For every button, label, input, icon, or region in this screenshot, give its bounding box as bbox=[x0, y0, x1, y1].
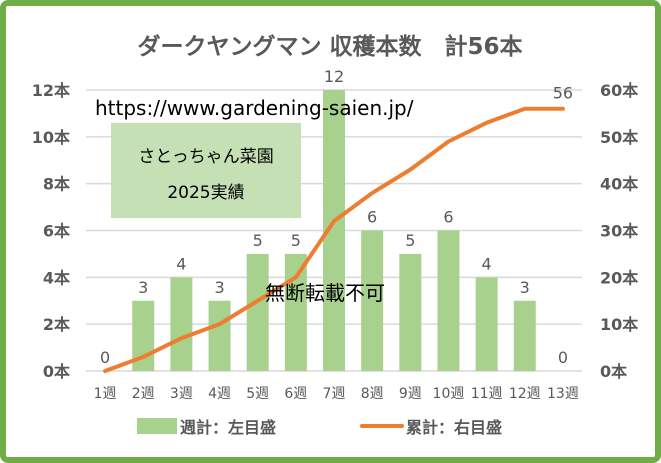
bar-data-label: 4 bbox=[482, 254, 492, 273]
bar bbox=[323, 90, 345, 371]
right-tick-label: 40本 bbox=[600, 175, 638, 194]
bar bbox=[208, 300, 231, 371]
category-label: 2週 bbox=[132, 386, 155, 402]
right-tick-label: 20本 bbox=[600, 268, 638, 287]
bar-data-label: 3 bbox=[214, 278, 224, 297]
legend-bar-label: 週計：左目盛 bbox=[180, 418, 276, 437]
right-tick-label: 10本 bbox=[600, 315, 638, 334]
category-label: 5週 bbox=[246, 386, 269, 402]
bar bbox=[475, 277, 498, 371]
left-tick-label: 8本 bbox=[43, 175, 70, 194]
bar bbox=[284, 253, 307, 371]
bar-data-label: 6 bbox=[443, 208, 453, 227]
info-box bbox=[111, 123, 301, 218]
info-box-line1: さとっちゃん菜園 bbox=[138, 147, 274, 167]
left-tick-label: 2本 bbox=[43, 315, 70, 334]
category-label: 6週 bbox=[284, 386, 307, 402]
info-box-line2: 2025実績 bbox=[167, 183, 244, 203]
bar-data-label: 5 bbox=[405, 231, 415, 250]
url-text: https://www.gardening-saien.jp/ bbox=[95, 96, 414, 120]
category-label: 9週 bbox=[399, 386, 422, 402]
right-tick-label: 50本 bbox=[600, 128, 638, 147]
category-label: 11週 bbox=[471, 386, 503, 402]
cumulative-line bbox=[103, 106, 565, 373]
bar-data-label: 6 bbox=[367, 208, 377, 227]
bar-data-label: 12 bbox=[324, 67, 344, 86]
bar bbox=[170, 277, 193, 371]
bar bbox=[361, 230, 384, 371]
bar bbox=[513, 300, 536, 371]
left-tick-label: 12本 bbox=[32, 81, 70, 100]
category-label: 8週 bbox=[361, 386, 384, 402]
bar-data-label: 0 bbox=[558, 348, 568, 367]
left-tick-label: 0本 bbox=[43, 362, 70, 381]
category-label: 12週 bbox=[509, 386, 541, 402]
bar bbox=[399, 253, 422, 371]
bar-data-label: 3 bbox=[138, 278, 148, 297]
bar bbox=[437, 230, 460, 371]
left-tick-label: 4本 bbox=[43, 268, 70, 287]
category-label: 7週 bbox=[323, 386, 346, 402]
category-label: 10週 bbox=[433, 386, 465, 402]
bar-data-label: 4 bbox=[176, 254, 186, 273]
left-tick-label: 10本 bbox=[32, 128, 70, 147]
bar-data-label: 0 bbox=[100, 348, 110, 367]
bar-data-label: 5 bbox=[291, 231, 301, 250]
bar-data-label: 3 bbox=[520, 278, 530, 297]
right-tick-label: 30本 bbox=[600, 222, 638, 241]
right-tick-label: 60本 bbox=[600, 81, 638, 100]
watermark-text: 無断転載不可 bbox=[265, 281, 385, 305]
legend-line-label: 累計：右目盛 bbox=[406, 418, 502, 437]
right-tick-label: 0本 bbox=[600, 362, 627, 381]
left-tick-label: 6本 bbox=[43, 222, 70, 241]
chart-title: ダークヤングマン 収穫本数 計56本 bbox=[137, 33, 522, 60]
category-label: 3週 bbox=[170, 386, 193, 402]
category-label: 1週 bbox=[94, 386, 117, 402]
bar-data-label: 5 bbox=[253, 231, 263, 250]
category-label: 4週 bbox=[208, 386, 231, 402]
category-label: 13週 bbox=[547, 386, 579, 402]
bar bbox=[246, 253, 269, 371]
legend-bar-swatch bbox=[137, 418, 177, 434]
line-end-label: 56 bbox=[553, 84, 573, 103]
